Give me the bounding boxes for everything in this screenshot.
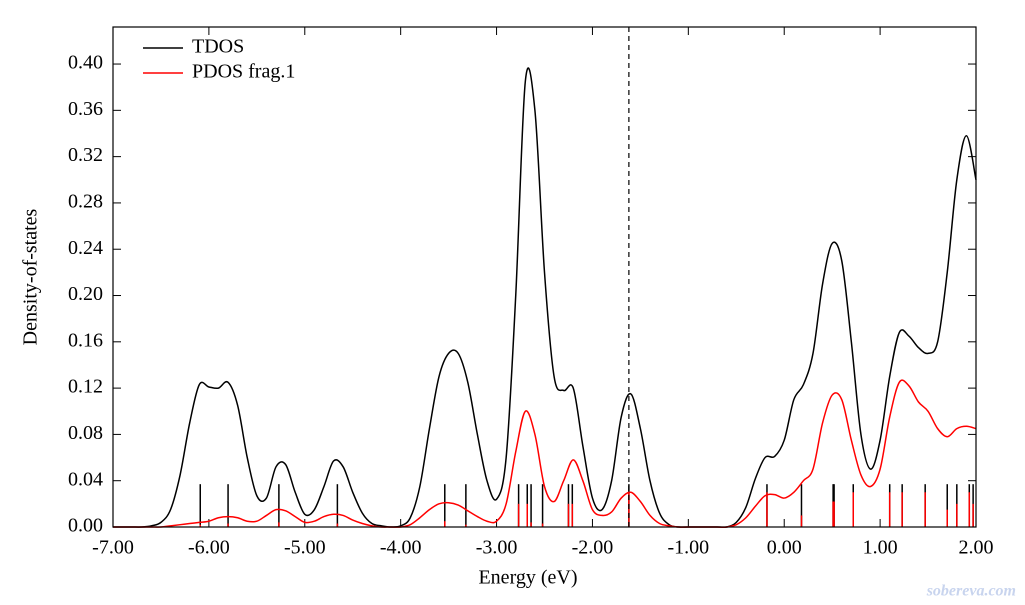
- x-tick-label: -3.00: [476, 537, 518, 559]
- x-tick-label: -1.00: [667, 537, 709, 559]
- plot-frame: [112, 26, 977, 528]
- y-tick-label: 0.08: [68, 422, 103, 444]
- y-tick-label: 0.40: [68, 52, 103, 74]
- x-tick-label: -2.00: [572, 537, 614, 559]
- legend-label: TDOS: [192, 36, 244, 58]
- x-tick-label: 0.00: [767, 537, 802, 559]
- x-tick-label: -4.00: [380, 537, 422, 559]
- x-tick-label: -6.00: [188, 537, 230, 559]
- y-tick-label: 0.36: [68, 98, 103, 120]
- y-axis-title: Density-of-states: [20, 208, 42, 345]
- y-tick-label: 0.20: [68, 283, 103, 305]
- dos-curve: [113, 67, 977, 529]
- y-tick-label: 0.24: [68, 237, 103, 259]
- x-tick-label: 2.00: [959, 537, 994, 559]
- dos-curve: [113, 379, 977, 528]
- y-tick-label: 0.16: [68, 329, 103, 351]
- y-tick-label: 0.32: [68, 144, 103, 166]
- y-tick-label: 0.04: [68, 468, 103, 490]
- y-tick-label: 0.12: [68, 376, 103, 398]
- y-tick-label: 0.00: [68, 515, 103, 537]
- x-axis-title: Energy (eV): [478, 567, 577, 589]
- x-tick-label: -5.00: [284, 537, 326, 559]
- y-tick-label: 0.28: [68, 191, 103, 213]
- legend-label: PDOS frag.1: [192, 61, 295, 83]
- x-tick-label: -7.00: [92, 537, 134, 559]
- watermark: sobereva.com: [926, 583, 1016, 600]
- x-tick-label: 1.00: [863, 537, 898, 559]
